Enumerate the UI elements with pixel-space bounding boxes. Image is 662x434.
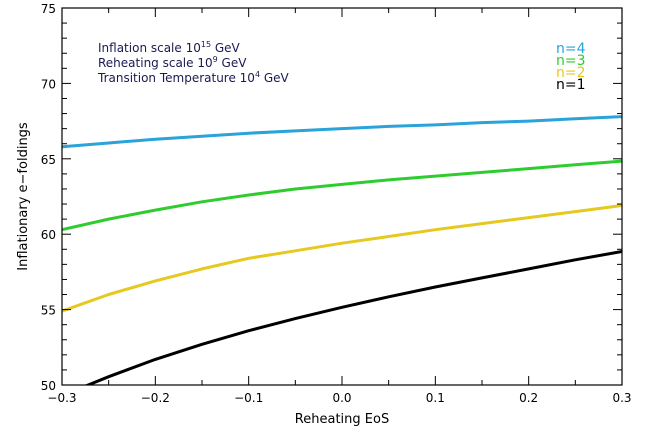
y-tick-label: 65 — [41, 153, 56, 167]
y-axis-title: Inflationary e−foldings — [16, 122, 31, 271]
x-tick-label: −0.2 — [141, 391, 170, 405]
legend-item: n=1 — [556, 77, 586, 93]
y-tick-label: 75 — [41, 2, 56, 16]
series-line-1 — [62, 115, 622, 149]
y-tick-label: 60 — [41, 228, 56, 242]
x-tick-label: 0.1 — [426, 391, 445, 405]
series-line-2 — [62, 159, 622, 232]
annotation-line: Inflation scale 1015 GeV — [98, 40, 241, 55]
x-tick-label: 0.0 — [332, 391, 351, 405]
legend: n=4n=3n=2n=1 — [556, 41, 586, 93]
plot-lines — [62, 115, 622, 385]
annotation-line: Transition Temperature 104 GeV — [97, 70, 290, 85]
y-tick-label: 50 — [41, 379, 56, 393]
series-line-3 — [62, 204, 622, 313]
series-line-4 — [84, 250, 622, 385]
legend-item: n=2 — [556, 65, 586, 81]
y-tick-label: 55 — [41, 304, 56, 318]
x-tick-label: −0.1 — [234, 391, 263, 405]
annotation-line: Reheating scale 109 GeV — [98, 55, 247, 70]
y-tick-label: 70 — [41, 77, 56, 91]
axes: −0.3 −0.2 −0.1 0.0 0.1 0.2 0.3 50 55 60 65 70 75 — [41, 2, 632, 405]
x-tick-label: 0.3 — [612, 391, 631, 405]
x-tick-label: 0.2 — [519, 391, 538, 405]
legend-item: n=4 — [556, 41, 586, 57]
legend-item: n=3 — [556, 53, 586, 69]
x-tick-label: −0.3 — [47, 391, 76, 405]
x-axis-title: Reheating EoS — [295, 412, 389, 427]
